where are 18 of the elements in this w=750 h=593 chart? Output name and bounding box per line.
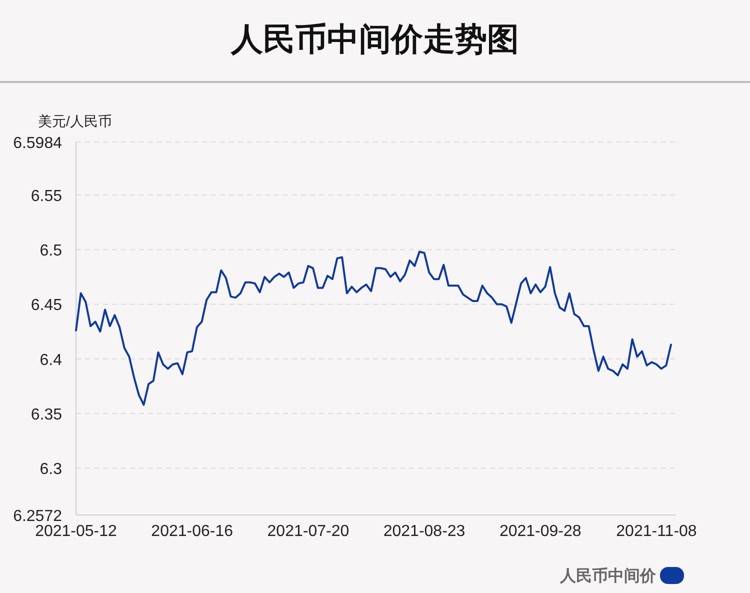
- x-tick-label: 2021-06-16: [151, 523, 234, 540]
- y-tick-label: 6.35: [30, 406, 62, 424]
- x-tick-label: 2021-08-23: [383, 523, 466, 540]
- x-tick-label: 2021-07-20: [267, 523, 350, 540]
- x-tick-label: 2021-11-08: [616, 523, 697, 540]
- x-tick-label: 2021-05-12: [35, 523, 118, 540]
- y-tick-label: 6.3: [40, 461, 62, 478]
- y-tick-label: 6.2572: [13, 508, 62, 525]
- y-tick-label: 6.5: [40, 242, 62, 260]
- legend-label: 人民币中间价: [559, 567, 657, 585]
- y-tick-label: 6.45: [30, 297, 62, 314]
- chart-title: 人民币中间价走势图: [230, 21, 519, 57]
- y-tick-label: 6.55: [30, 188, 62, 205]
- x-tick-label: 2021-09-28: [499, 523, 582, 540]
- y-tick-label: 6.5984: [13, 135, 62, 152]
- y-tick-label: 6.4: [40, 352, 62, 369]
- line-series: [75, 250, 672, 406]
- y-axis-title: 美元/人民币: [38, 113, 112, 129]
